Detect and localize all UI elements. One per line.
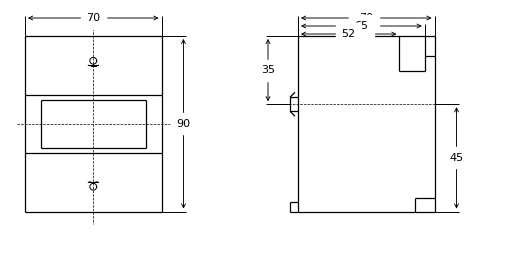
Text: 52: 52 [342, 29, 356, 39]
Text: 45: 45 [449, 153, 464, 163]
Text: 70: 70 [86, 13, 100, 23]
Text: 90: 90 [176, 119, 191, 129]
Text: 65: 65 [355, 21, 368, 31]
Text: 35: 35 [261, 65, 275, 75]
Text: 70: 70 [359, 13, 373, 23]
